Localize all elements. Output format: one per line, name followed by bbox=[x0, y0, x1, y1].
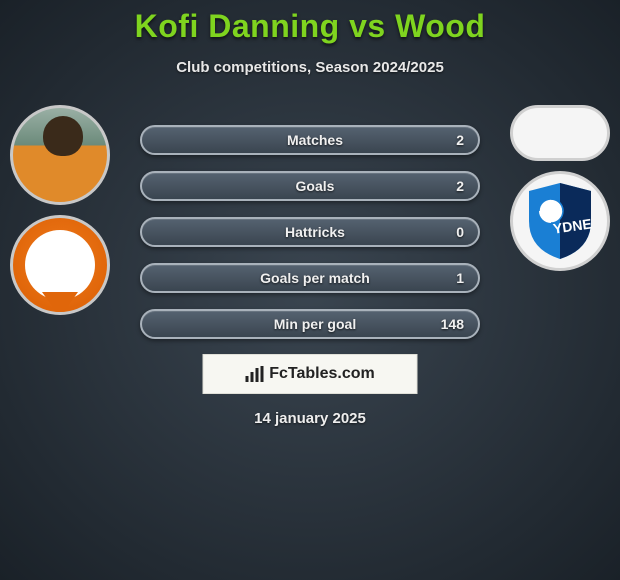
stat-right-value: 148 bbox=[424, 316, 464, 332]
stat-right-value: 2 bbox=[424, 178, 464, 194]
stat-label: Hattricks bbox=[186, 224, 424, 240]
date-label: 14 january 2025 bbox=[0, 410, 620, 427]
player-avatar-left bbox=[10, 105, 110, 205]
club-badge-right: YDNE bbox=[510, 171, 610, 271]
stat-label: Min per goal bbox=[186, 316, 424, 332]
stat-right-value: 2 bbox=[424, 132, 464, 148]
stat-right-value: 0 bbox=[424, 224, 464, 240]
stat-row-min-per-goal: Min per goal 148 bbox=[140, 309, 480, 339]
stat-row-goals: Goals 2 bbox=[140, 171, 480, 201]
stat-right-value: 1 bbox=[424, 270, 464, 286]
stat-row-hattricks: Hattricks 0 bbox=[140, 217, 480, 247]
club-badge-left bbox=[10, 215, 110, 315]
brand-text: FcTables.com bbox=[269, 365, 375, 383]
stat-row-matches: Matches 2 bbox=[140, 125, 480, 155]
left-avatar-column bbox=[10, 105, 110, 315]
bar-chart-icon bbox=[245, 366, 265, 382]
stat-label: Matches bbox=[186, 132, 424, 148]
stat-row-goals-per-match: Goals per match 1 bbox=[140, 263, 480, 293]
brand-link[interactable]: FcTables.com bbox=[203, 354, 418, 394]
page-title: Kofi Danning vs Wood bbox=[0, 0, 620, 45]
sydney-shield-icon: YDNE bbox=[525, 181, 595, 261]
right-avatar-column: YDNE bbox=[510, 105, 610, 271]
player-avatar-right bbox=[510, 105, 610, 161]
stat-label: Goals per match bbox=[186, 270, 424, 286]
stat-label: Goals bbox=[186, 178, 424, 194]
season-subtitle: Club competitions, Season 2024/2025 bbox=[0, 59, 620, 76]
stats-panel: Matches 2 Goals 2 Hattricks 0 Goals per … bbox=[140, 125, 480, 355]
